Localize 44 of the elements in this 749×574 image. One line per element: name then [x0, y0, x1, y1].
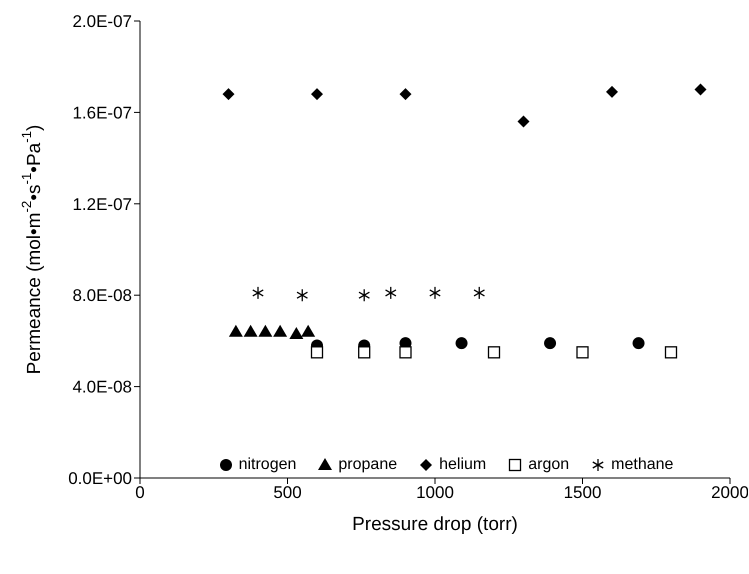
legend-label: nitrogen	[238, 456, 296, 474]
point	[632, 337, 645, 350]
x-tick-label: 2000	[711, 483, 749, 502]
x-tick-label: 500	[273, 483, 302, 502]
point	[358, 288, 370, 302]
y-tick-label: 1.6E-07	[72, 103, 132, 122]
point	[576, 346, 589, 358]
point	[228, 324, 243, 337]
point	[518, 116, 530, 128]
point	[606, 86, 618, 98]
x-tick-label: 1500	[564, 483, 602, 502]
y-tick-label: 8.0E-08	[72, 286, 132, 306]
point	[311, 88, 323, 100]
x-tick-label: 0	[135, 483, 145, 502]
point	[473, 286, 486, 300]
point	[488, 346, 500, 358]
y-tick-label: 4.0E-08	[72, 378, 132, 397]
point	[694, 84, 706, 96]
point	[258, 324, 272, 337]
x-tick-label: 1000	[416, 483, 454, 502]
point	[222, 88, 234, 100]
legend-label: propane	[338, 456, 398, 474]
point	[273, 324, 288, 337]
y-tick-label: 1.2E-07	[72, 194, 132, 214]
point	[296, 288, 308, 302]
point	[384, 286, 397, 300]
legend-label: argon	[528, 456, 570, 474]
y-tick-label: 0.0E+00	[68, 469, 132, 488]
point	[456, 337, 468, 350]
point	[429, 286, 441, 300]
point	[664, 346, 678, 358]
legend-label: methane	[611, 456, 674, 474]
point	[252, 286, 264, 300]
legend-label: helium	[439, 456, 486, 474]
point	[400, 88, 412, 100]
point	[310, 346, 324, 358]
y-tick-label: 2.0E-07	[72, 12, 132, 32]
point	[244, 324, 258, 337]
point	[544, 337, 556, 350]
point	[399, 346, 412, 358]
x-axis-title: Pressure drop (torr)	[352, 514, 518, 535]
point	[301, 324, 316, 337]
point	[358, 346, 370, 358]
point	[289, 327, 304, 340]
